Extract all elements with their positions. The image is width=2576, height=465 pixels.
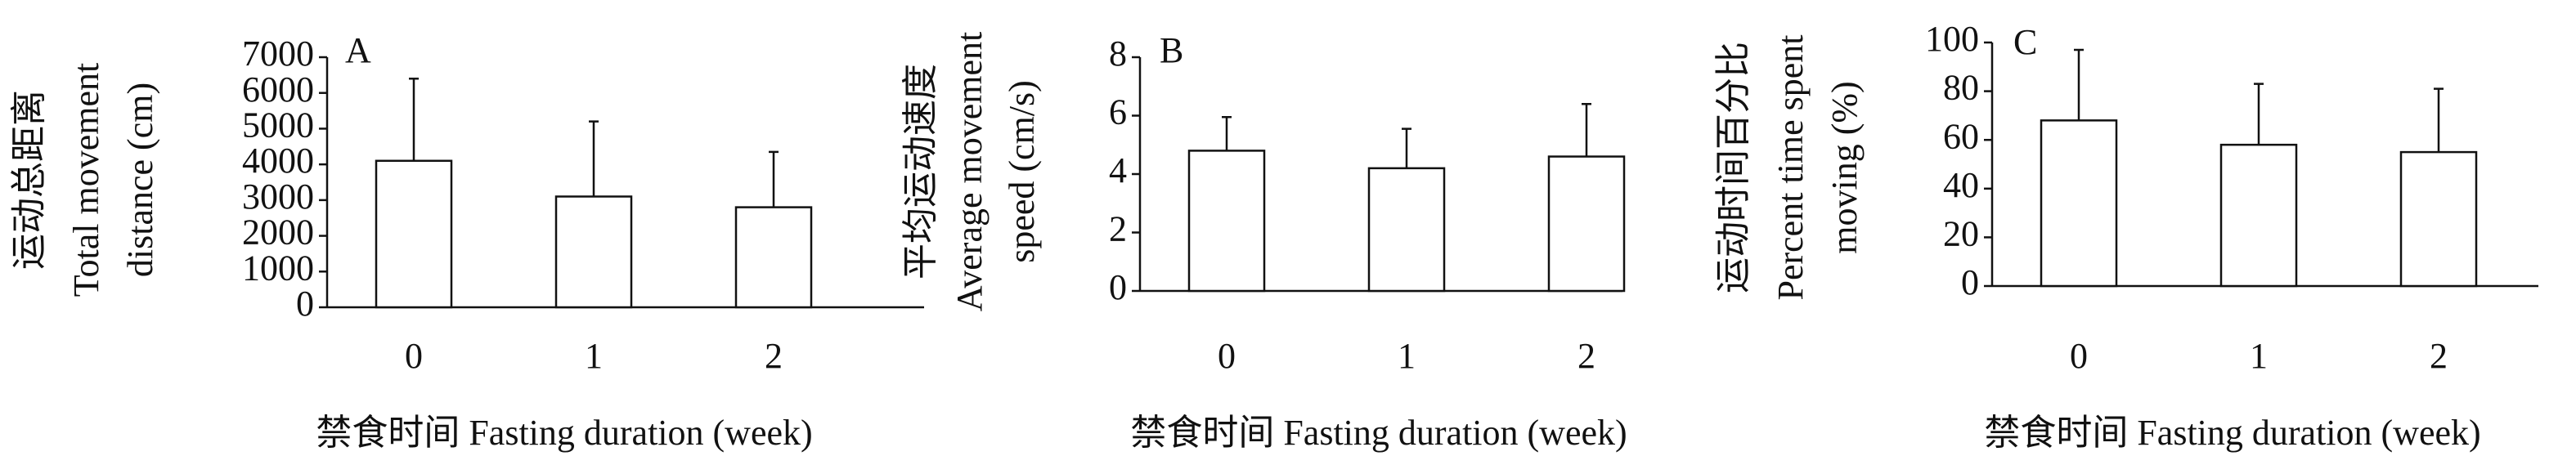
bar — [2040, 119, 2118, 288]
chart-panel: 0 20 40 60 80 100 0 1 2 C 禁食时间 Fasting duration (w… — [1713, 19, 2538, 453]
y-tick-label: 100 — [1925, 19, 1979, 59]
y-axis-label: Average movement — [949, 32, 990, 311]
x-axis-label: 禁食时间 Fasting duration (week) — [1130, 413, 1627, 453]
bar — [1367, 167, 1446, 293]
error-bar — [1222, 116, 1232, 151]
bar — [2219, 143, 2298, 288]
bar — [375, 159, 453, 309]
y-tick-label: 1000 — [242, 248, 314, 288]
x-tick-label: 2 — [765, 336, 783, 376]
x-tick-label: 0 — [405, 336, 423, 376]
error-bar — [2434, 87, 2444, 153]
chart-panel: 0 2 4 6 8 0 1 2 B 禁食时间 Fasting duration (week) 平均运… — [900, 30, 1627, 453]
x-tick-label: 1 — [585, 336, 603, 376]
y-tick-label: 0 — [296, 284, 314, 324]
x-tick-label: 0 — [1218, 336, 1236, 376]
error-bar — [2254, 83, 2264, 145]
y-axis-label: moving (%) — [1824, 81, 1865, 253]
panel-label: C — [2013, 22, 2037, 62]
y-axis-label: Percent time spent — [1770, 34, 1811, 300]
x-axis-label: 禁食时间 Fasting duration (week) — [1984, 413, 2480, 453]
y-tick-label: 0 — [1109, 267, 1127, 307]
x-tick-label: 2 — [2430, 336, 2448, 376]
y-tick-label: 40 — [1943, 165, 1979, 205]
y-tick-label: 2 — [1109, 209, 1127, 249]
panel-label: A — [345, 30, 371, 70]
y-tick-label: 7000 — [242, 34, 314, 74]
y-tick-label: 4000 — [242, 141, 314, 181]
error-bar — [1402, 127, 1411, 168]
y-axis-label: 平均运动速度 — [900, 64, 940, 279]
y-axis-label: Total movement — [66, 63, 106, 297]
y-tick-label: 6 — [1109, 92, 1127, 132]
y-tick-label: 4 — [1109, 150, 1127, 190]
x-tick-label: 1 — [2250, 336, 2268, 376]
error-bar — [769, 150, 779, 208]
y-tick-label: 60 — [1943, 116, 1979, 156]
y-tick-label: 2000 — [242, 212, 314, 253]
error-bar — [589, 120, 599, 197]
y-axis-label: 运动时间百分比 — [1713, 42, 1753, 293]
bar — [1547, 155, 1626, 293]
y-tick-label: 3000 — [242, 177, 314, 217]
bar — [2399, 150, 2478, 288]
y-tick-label: 6000 — [242, 69, 314, 110]
x-axis-label: 禁食时间 Fasting duration (week) — [316, 413, 812, 453]
y-tick-label: 80 — [1943, 68, 1979, 108]
bar — [1187, 150, 1266, 293]
y-tick-label: 5000 — [242, 105, 314, 145]
y-axis-label: 运动总距离 — [9, 90, 49, 270]
bar — [734, 206, 813, 309]
y-tick-label: 0 — [1961, 262, 1979, 302]
bar — [554, 195, 633, 309]
x-tick-label: 0 — [2070, 336, 2088, 376]
y-axis-label: speed (cm/s) — [1002, 80, 1042, 263]
y-axis-label: distance (cm) — [120, 83, 160, 277]
x-tick-label: 1 — [1398, 336, 1416, 376]
x-tick-label: 2 — [1577, 336, 1595, 376]
error-bar — [2074, 48, 2084, 121]
y-tick-label: 8 — [1109, 34, 1127, 74]
panel-label: B — [1160, 30, 1183, 70]
error-bar — [1582, 102, 1591, 157]
y-tick-label: 20 — [1943, 213, 1979, 253]
error-bar — [409, 77, 419, 161]
